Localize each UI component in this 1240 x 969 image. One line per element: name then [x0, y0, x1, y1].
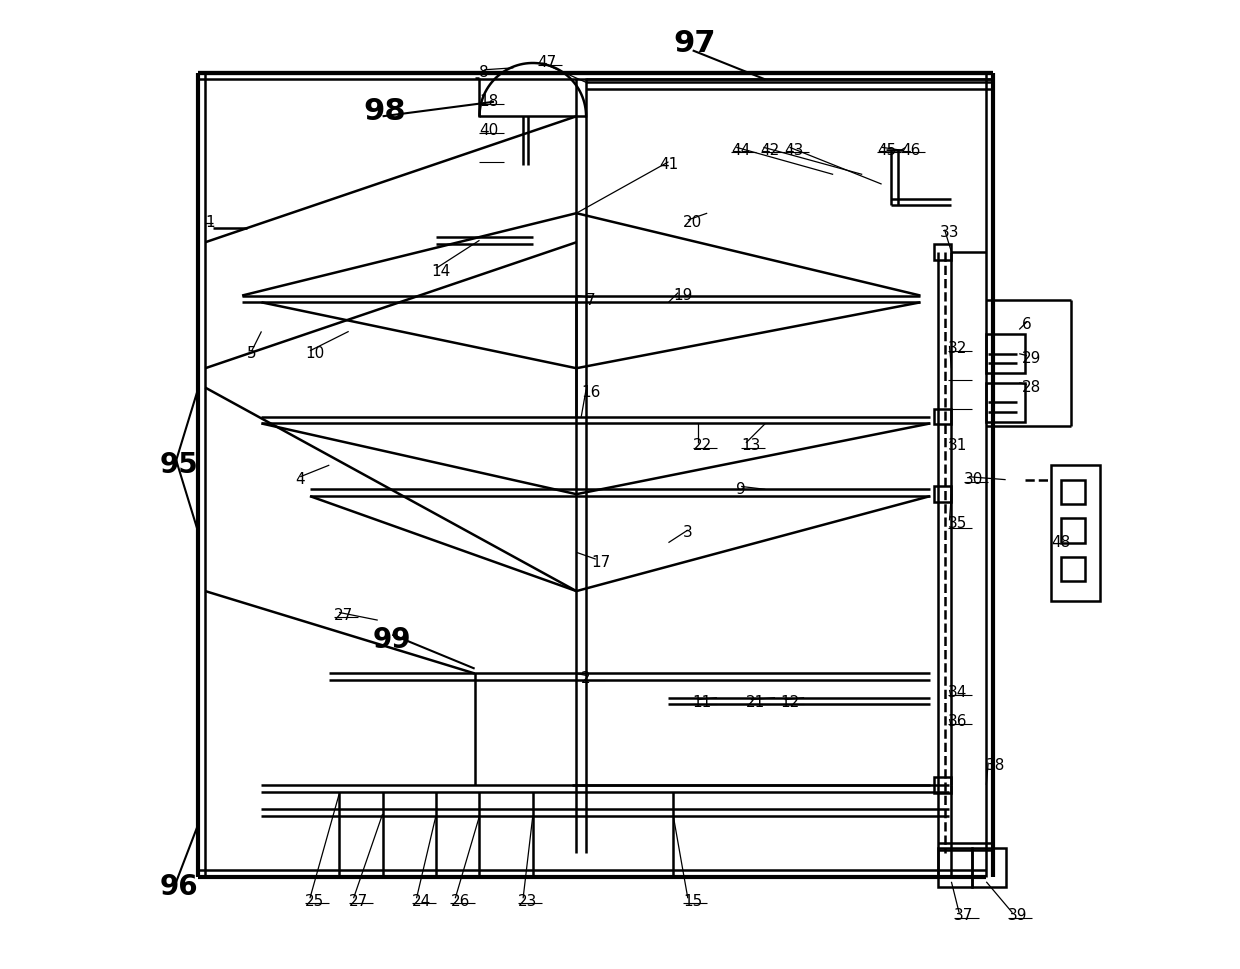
Text: 16: 16	[582, 385, 600, 400]
Text: 43: 43	[785, 142, 804, 158]
Text: 33: 33	[940, 225, 960, 240]
Text: 24: 24	[412, 893, 432, 909]
Text: 27: 27	[334, 608, 353, 623]
Text: 46: 46	[901, 142, 920, 158]
Text: 95: 95	[160, 452, 198, 479]
Text: 99: 99	[373, 626, 412, 653]
Text: 98: 98	[363, 97, 405, 126]
Bar	[937, 848, 972, 887]
Bar	[934, 777, 951, 793]
Text: 41: 41	[658, 157, 678, 172]
Text: 9: 9	[737, 482, 746, 497]
Bar	[934, 244, 951, 260]
Text: 18: 18	[480, 94, 498, 109]
Text: 5: 5	[247, 346, 257, 361]
Text: 6: 6	[1022, 317, 1032, 332]
Text: 35: 35	[947, 516, 967, 531]
Text: 37: 37	[955, 908, 973, 923]
Text: 38: 38	[986, 758, 1006, 773]
Bar	[1061, 557, 1085, 581]
Text: 4: 4	[295, 472, 305, 487]
Text: 32: 32	[947, 341, 967, 357]
Bar	[1052, 465, 1100, 601]
Text: 30: 30	[963, 472, 983, 487]
Text: 36: 36	[947, 714, 967, 730]
Text: 28: 28	[1022, 380, 1042, 395]
Text: 23: 23	[518, 893, 538, 909]
Text: 1: 1	[206, 215, 215, 231]
Bar	[1061, 518, 1085, 543]
Text: 31: 31	[947, 438, 967, 453]
Text: 40: 40	[480, 123, 498, 139]
Text: 97: 97	[673, 29, 715, 58]
Text: 42: 42	[760, 142, 780, 158]
Text: 48: 48	[1052, 535, 1070, 550]
Text: 34: 34	[947, 685, 967, 701]
Text: 2: 2	[582, 671, 591, 686]
Text: 15: 15	[683, 893, 702, 909]
Bar	[934, 486, 951, 502]
Text: 47: 47	[538, 55, 557, 71]
Bar	[986, 383, 1025, 422]
Text: 22: 22	[693, 438, 712, 453]
Text: 25: 25	[305, 893, 325, 909]
Text: 44: 44	[732, 142, 750, 158]
Text: 20: 20	[683, 215, 702, 231]
Text: 12: 12	[780, 695, 799, 710]
Text: 13: 13	[742, 438, 760, 453]
Bar	[934, 409, 951, 424]
Text: 17: 17	[591, 554, 610, 570]
Text: 29: 29	[1022, 351, 1042, 366]
Bar	[1061, 480, 1085, 504]
Text: 21: 21	[746, 695, 765, 710]
Text: 7: 7	[587, 293, 595, 308]
Text: 39: 39	[1008, 908, 1027, 923]
Text: 26: 26	[450, 893, 470, 909]
Text: 11: 11	[693, 695, 712, 710]
Text: 45: 45	[877, 142, 897, 158]
Bar	[986, 334, 1025, 373]
Text: 14: 14	[432, 264, 450, 279]
Text: 27: 27	[348, 893, 368, 909]
Text: 10: 10	[305, 346, 325, 361]
Text: 19: 19	[673, 288, 693, 303]
Text: 8: 8	[480, 65, 489, 80]
Text: 3: 3	[683, 525, 693, 541]
Bar	[972, 848, 1006, 887]
Text: 96: 96	[160, 873, 198, 900]
